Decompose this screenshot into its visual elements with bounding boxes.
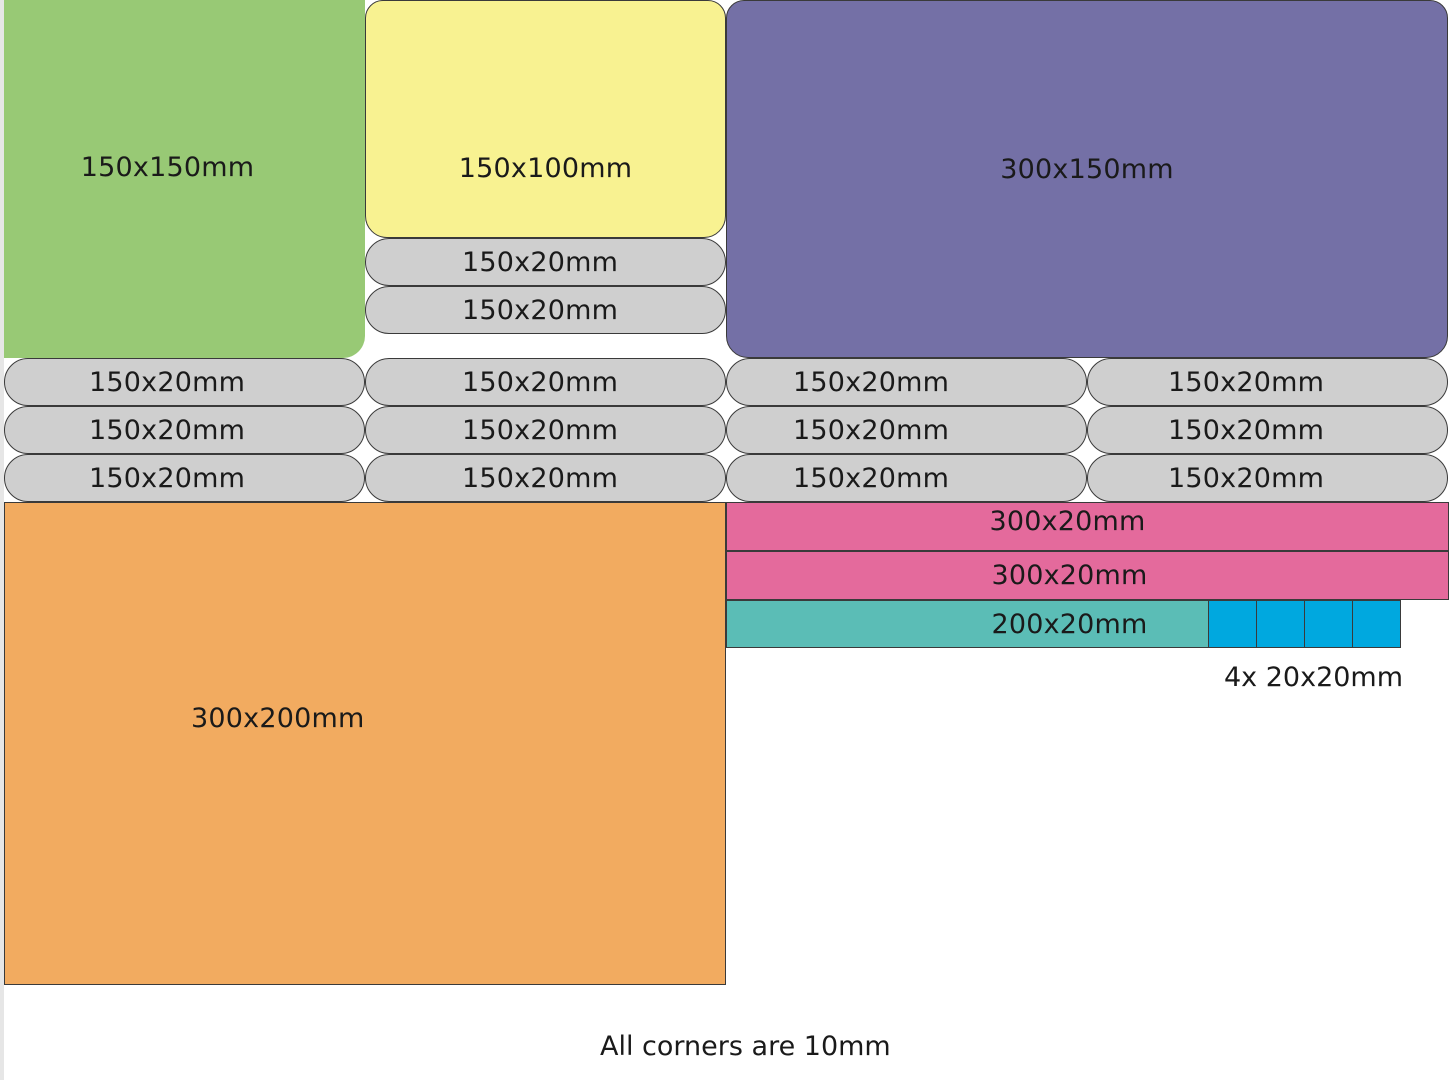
strip-label: 150x20mm <box>1168 366 1325 398</box>
piece-300x150-label: 300x150mm <box>1000 153 1174 185</box>
strip-label: 150x20mm <box>89 414 246 446</box>
strip-under-yellow-1: 150x20mm <box>365 238 726 286</box>
strip-label: 150x20mm <box>793 414 950 446</box>
teal-label: 200x20mm <box>991 608 1148 640</box>
square-20x20-2 <box>1256 600 1305 648</box>
square-20x20-3 <box>1304 600 1353 648</box>
strip-label: 150x20mm <box>462 462 619 494</box>
strip-label: 150x20mm <box>793 366 950 398</box>
strip-label: 150x20mm <box>89 462 246 494</box>
pink-label-1: 300x20mm <box>989 506 1146 537</box>
piece-200x20: 200x20mm <box>726 600 1209 648</box>
strip-r3-c4: 150x20mm <box>1087 454 1448 502</box>
strip-r3-c1: 150x20mm <box>4 454 365 502</box>
strip-r2-c2: 150x20mm <box>365 406 726 454</box>
strip-label: 150x20mm <box>793 462 950 494</box>
strip-r2-c3: 150x20mm <box>726 406 1087 454</box>
strip-label: 150x20mm <box>1168 462 1325 494</box>
strip-label: 150x20mm <box>462 366 619 398</box>
piece-300x20-1: 300x20mm <box>726 502 1449 551</box>
square-20x20-1 <box>1208 600 1257 648</box>
strip-label: 150x20mm <box>462 294 619 326</box>
strip-label: 150x20mm <box>462 414 619 446</box>
strip-r1-c2: 150x20mm <box>365 358 726 406</box>
pink-label-2: 300x20mm <box>991 560 1148 591</box>
strip-label: 150x20mm <box>89 366 246 398</box>
strip-r1-c4: 150x20mm <box>1087 358 1448 406</box>
strip-r3-c3: 150x20mm <box>726 454 1087 502</box>
footer-note: All corners are 10mm <box>600 1031 891 1062</box>
strip-r2-c1: 150x20mm <box>4 406 365 454</box>
small-squares-label: 4x 20x20mm <box>1224 662 1404 693</box>
piece-150x150-label: 150x150mm <box>80 151 255 183</box>
piece-300x150: 300x150mm <box>726 0 1448 358</box>
piece-150x150: 150x150mm <box>4 0 365 358</box>
strip-under-yellow-2: 150x20mm <box>365 286 726 334</box>
strip-label: 150x20mm <box>1168 414 1325 446</box>
piece-150x100-label: 150x100mm <box>458 152 633 184</box>
square-20x20-4 <box>1352 600 1401 648</box>
strip-r3-c2: 150x20mm <box>365 454 726 502</box>
piece-300x200-label: 300x200mm <box>191 703 365 734</box>
piece-300x20-2: 300x20mm <box>726 551 1449 600</box>
piece-150x100: 150x100mm <box>365 0 726 238</box>
strip-r1-c3: 150x20mm <box>726 358 1087 406</box>
page-edge <box>0 0 4 1080</box>
strip-r2-c4: 150x20mm <box>1087 406 1448 454</box>
piece-300x200: 300x200mm <box>4 502 726 985</box>
strip-label: 150x20mm <box>462 246 619 278</box>
strip-r1-c1: 150x20mm <box>4 358 365 406</box>
